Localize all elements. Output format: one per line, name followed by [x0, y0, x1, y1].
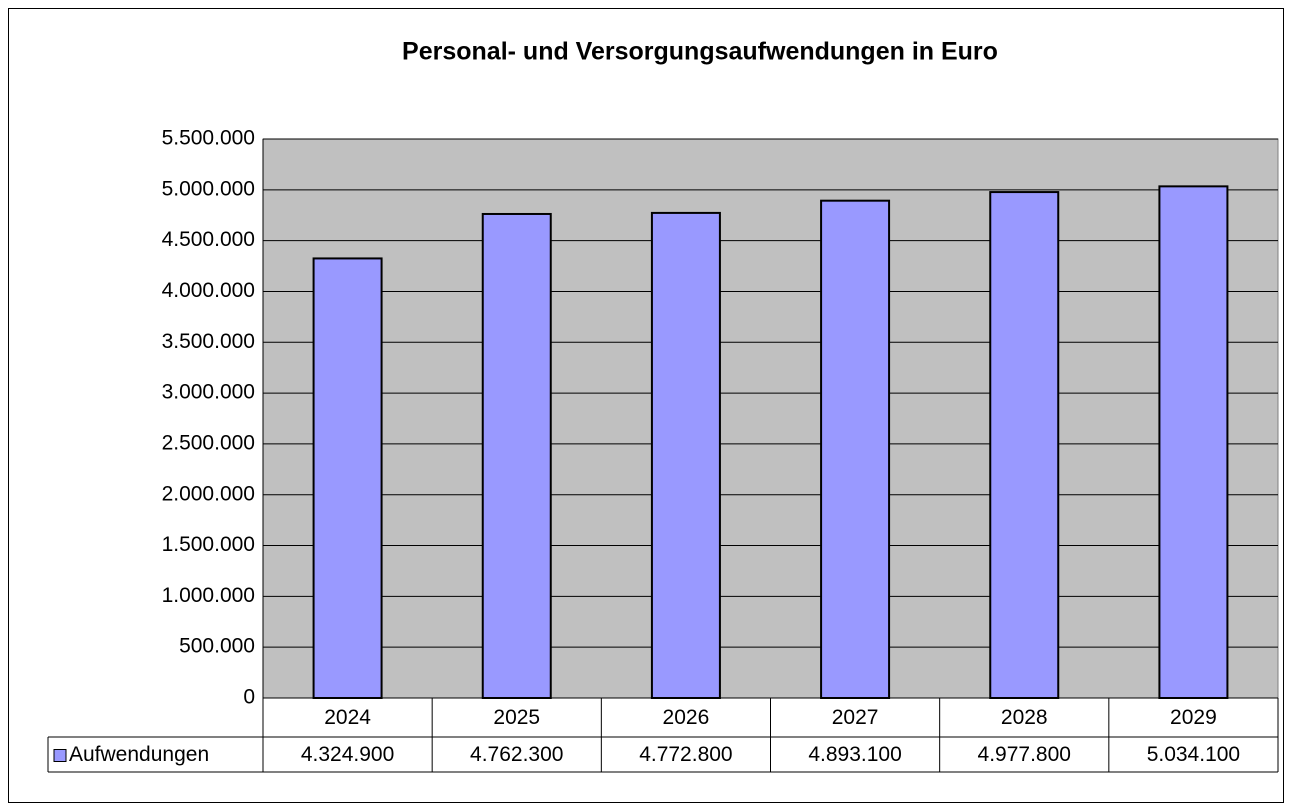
- x-tick-label: 2027: [832, 706, 879, 729]
- legend-key: [53, 749, 67, 762]
- y-tick-label: 5.000.000: [162, 177, 255, 200]
- data-table-value: 4.893.100: [808, 743, 901, 766]
- legend-label: Aufwendungen: [69, 743, 209, 766]
- bar: [481, 212, 552, 699]
- y-tick-label: 4.500.000: [162, 228, 255, 251]
- chart-title: Personal- und Versorgungsaufwendungen in…: [402, 38, 998, 66]
- y-tick-label: 1.000.000: [162, 584, 255, 607]
- y-tick-label: 2.500.000: [162, 431, 255, 454]
- y-tick-label: 3.500.000: [162, 330, 255, 353]
- bar: [989, 191, 1060, 699]
- y-tick-label: 3.000.000: [162, 381, 255, 404]
- y-tick-label: 0: [243, 686, 255, 709]
- bar: [312, 257, 383, 699]
- bar: [1158, 185, 1229, 699]
- data-table-value: 5.034.100: [1147, 743, 1240, 766]
- y-tick-label: 500.000: [179, 635, 255, 658]
- data-table-value: 4.772.800: [639, 743, 732, 766]
- x-tick-label: 2025: [493, 706, 540, 729]
- data-table-value: 4.762.300: [470, 743, 563, 766]
- bar: [820, 199, 891, 699]
- plot-area: [262, 138, 1279, 699]
- y-tick-label: 1.500.000: [162, 533, 255, 556]
- y-tick-label: 2.000.000: [162, 482, 255, 505]
- x-tick-label: 2024: [324, 706, 371, 729]
- bar: [650, 211, 721, 699]
- x-tick-label: 2026: [663, 706, 710, 729]
- y-tick-label: 5.500.000: [162, 127, 255, 150]
- x-tick-label: 2028: [1001, 706, 1048, 729]
- x-tick-label: 2029: [1170, 706, 1217, 729]
- data-table-value: 4.324.900: [301, 743, 394, 766]
- data-table-value: 4.977.800: [978, 743, 1071, 766]
- y-tick-label: 4.000.000: [162, 279, 255, 302]
